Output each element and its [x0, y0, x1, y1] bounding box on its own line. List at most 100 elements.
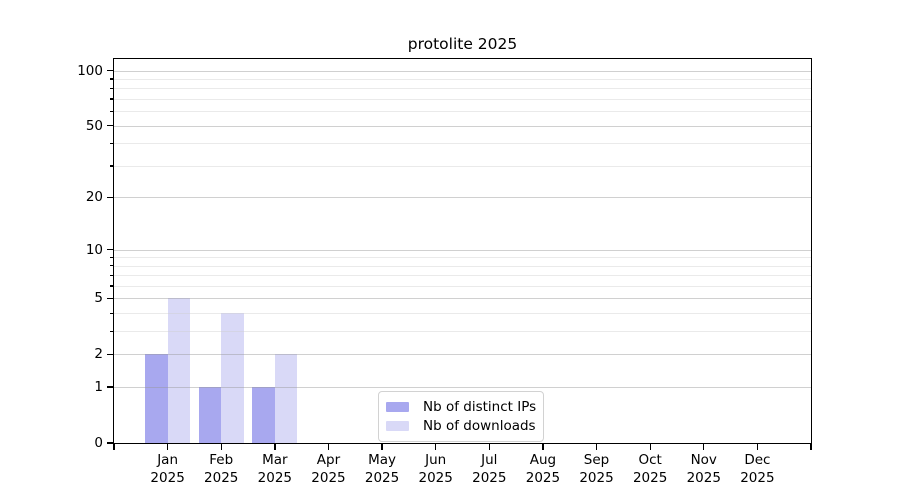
gridline-y-50 [114, 125, 811, 127]
x-tick-5 [381, 444, 383, 450]
year-label: 2025 [150, 469, 185, 486]
y-minor-tick-70 [110, 98, 114, 100]
y-tick-label-50: 50 [85, 117, 103, 134]
y-tick-label-100: 100 [77, 62, 103, 79]
year-label: 2025 [257, 469, 293, 486]
gridline-y-9 [114, 257, 811, 259]
y-minor-tick-9 [110, 256, 114, 258]
month-label: Oct [638, 452, 662, 468]
y-minor-tick-90 [110, 78, 114, 80]
bar-feb-downloads [221, 313, 244, 443]
plot-area [113, 58, 812, 444]
month-label: Dec [744, 452, 771, 468]
gridline-y-2 [114, 354, 811, 356]
x-tick-label-jul: Jul 2025 [457, 452, 521, 487]
month-label: Jun [425, 452, 447, 468]
gridline-y-60 [114, 111, 811, 113]
y-tick-5 [107, 297, 114, 300]
y-minor-tick-7 [110, 274, 114, 276]
legend-item-downloads: Nb of downloads [386, 416, 536, 435]
x-tick-label-may: May 2025 [350, 452, 414, 487]
month-label: Apr [316, 452, 341, 468]
y-tick-10 [107, 248, 114, 251]
x-tick-label-dec: Dec 2025 [725, 452, 789, 487]
y-tick-20 [107, 196, 114, 199]
gridline-y-100 [114, 70, 811, 72]
y-minor-tick-80 [110, 87, 114, 90]
x-tick-0 [113, 444, 115, 450]
x-tick-label-oct: Oct 2025 [618, 452, 682, 487]
bar-jan-downloads [167, 298, 191, 443]
bar-jan-distinct-ips [145, 354, 168, 443]
legend-swatch-distinct-ips [386, 401, 409, 412]
legend-label-downloads: Nb of downloads [423, 417, 536, 434]
x-tick-label-sep: Sep 2025 [565, 452, 629, 487]
legend-item-distinct-ips: Nb of distinct IPs [386, 397, 537, 416]
month-label: May [368, 452, 397, 468]
x-tick-label-jan: Jan 2025 [136, 452, 200, 487]
x-tick-1 [167, 444, 169, 450]
y-tick-2 [107, 353, 114, 356]
y-tick-label-5: 5 [94, 290, 103, 307]
x-tick-9 [595, 444, 598, 450]
gridline-y-6 [114, 285, 811, 287]
y-tick-50 [107, 125, 114, 127]
y-tick-0 [107, 442, 114, 444]
legend: Nb of distinct IPs Nb of downloads [378, 391, 544, 442]
legend-label-distinct-ips: Nb of distinct IPs [423, 398, 537, 415]
gridline-y-7 [114, 275, 811, 277]
month-label: Nov [690, 452, 717, 468]
year-label: 2025 [686, 469, 721, 486]
bar-mar-downloads [274, 354, 298, 443]
year-label: 2025 [579, 469, 614, 486]
y-minor-tick-3 [110, 330, 114, 332]
y-minor-tick-60 [110, 110, 114, 112]
x-tick-6 [435, 444, 437, 450]
gridline-y-90 [114, 79, 811, 80]
x-tick-3 [274, 444, 276, 450]
x-tick-7 [488, 444, 490, 450]
x-tick-label-aug: Aug 2025 [511, 452, 575, 487]
gridline-y-30 [114, 165, 811, 167]
x-tick-label-feb: Feb 2025 [189, 452, 253, 487]
x-tick-13 [810, 444, 812, 450]
year-label: 2025 [364, 469, 400, 486]
gridline-y-80 [114, 88, 811, 90]
x-tick-label-mar: Mar 2025 [243, 452, 307, 487]
gridline-y-70 [114, 99, 811, 101]
y-tick-1 [107, 386, 114, 388]
bar-feb-distinct-ips [198, 387, 222, 443]
month-label: Sep [583, 452, 610, 468]
y-minor-tick-6 [110, 285, 114, 287]
year-label: 2025 [525, 469, 561, 486]
y-tick-label-1: 1 [94, 379, 103, 396]
month-label: Jul [481, 452, 498, 468]
month-label: Mar [262, 452, 288, 468]
y-tick-label-10: 10 [85, 241, 103, 258]
gridline-y-40 [114, 143, 811, 145]
x-tick-8 [542, 444, 544, 450]
year-label: 2025 [472, 469, 507, 486]
month-label: Feb [209, 452, 234, 468]
gridline-y-20 [114, 197, 811, 199]
gridline-y-10 [114, 249, 811, 251]
y-minor-tick-30 [110, 165, 114, 167]
x-tick-10 [649, 444, 651, 450]
y-tick-label-2: 2 [94, 346, 103, 363]
gridline-y-5 [114, 298, 811, 300]
year-label: 2025 [632, 469, 668, 486]
year-label: 2025 [204, 469, 239, 486]
gridline-y-8 [114, 265, 811, 267]
gridline-y-4 [114, 313, 811, 315]
y-tick-label-0: 0 [94, 435, 103, 451]
y-minor-tick-4 [110, 312, 114, 314]
month-label: Jan [157, 452, 179, 468]
chart-title: protolite 2025 [407, 35, 518, 53]
y-tick-100 [107, 69, 114, 72]
x-tick-label-apr: Apr 2025 [296, 452, 360, 487]
x-tick-label-jun: Jun 2025 [404, 452, 468, 487]
x-tick-2 [220, 444, 222, 450]
year-label: 2025 [311, 469, 346, 486]
gridline-y-1 [114, 387, 811, 389]
